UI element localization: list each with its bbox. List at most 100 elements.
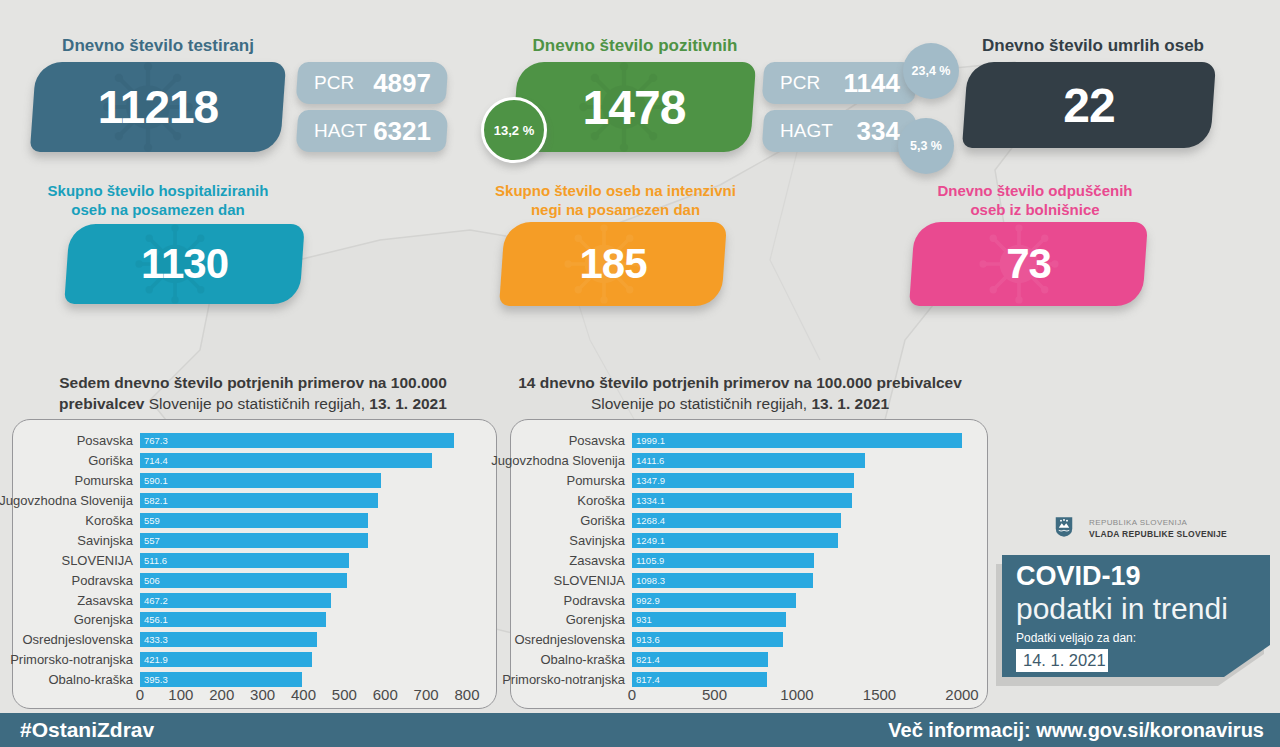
chart-bar-row: Gorenjska931 bbox=[514, 610, 974, 630]
hagt-positives-card: HAGT 334 bbox=[763, 110, 916, 152]
tests-value: 11218 bbox=[33, 62, 283, 152]
chart-bar: 559 bbox=[140, 513, 368, 528]
hagt-value: 6321 bbox=[373, 116, 447, 147]
hashtag-ostanizdrav: #OstaniZdrav bbox=[20, 718, 154, 742]
positives-title: Dnevno število pozitivnih bbox=[505, 36, 765, 56]
chart-bar-row: Gorenjska456.1 bbox=[16, 610, 476, 630]
hagt-label: HAGT bbox=[763, 120, 833, 142]
chart-axis-tick: 700 bbox=[414, 686, 439, 703]
chart-axis-tick: 800 bbox=[454, 686, 479, 703]
covid-box-subtitle: podatki in trendi bbox=[1016, 592, 1270, 626]
chart-axis-tick: 100 bbox=[168, 686, 193, 703]
chart7-axis: 0100200300400500600700800 bbox=[140, 686, 467, 704]
infographic-page: Dnevno število testiranj 11218 PCR 4897 bbox=[0, 0, 1280, 747]
hospitalized-card: 1130 bbox=[67, 224, 302, 304]
chart-category-label: Gorenjska bbox=[514, 612, 632, 627]
chart-bar-value: 582.1 bbox=[144, 493, 168, 508]
chart-bar-row: Savinjska557 bbox=[16, 530, 476, 550]
chart-bar: 590.1 bbox=[140, 473, 381, 488]
chart7-rows: Posavska767.3Goriška714.4Pomurska590.1Ju… bbox=[16, 431, 476, 690]
chart-bar-value: 817.4 bbox=[636, 672, 660, 687]
discharged-title: Dnevno število odpuščenihoseb iz bolnišn… bbox=[905, 181, 1165, 219]
chart-bar: 1999.1 bbox=[632, 433, 962, 448]
chart14-axis: 0500100015002000 bbox=[632, 686, 962, 704]
chart-bar: 714.4 bbox=[140, 453, 432, 468]
hospitalized-value: 1130 bbox=[67, 224, 302, 304]
chart-bar: 456.1 bbox=[140, 612, 326, 627]
chart-bar: 395.3 bbox=[140, 672, 302, 687]
chart-bar: 1334.1 bbox=[632, 493, 852, 508]
pcr-label: PCR bbox=[763, 72, 820, 94]
chart-bar-value: 1268.4 bbox=[636, 513, 665, 528]
hagt-pct-badge: 5,3 % bbox=[898, 118, 954, 174]
chart-bar-value: 913.6 bbox=[636, 632, 660, 647]
chart-axis-tick: 300 bbox=[250, 686, 275, 703]
chart-axis-tick: 1000 bbox=[780, 686, 813, 703]
chart-bar: 1268.4 bbox=[632, 513, 841, 528]
chart-category-label: Savinjska bbox=[16, 533, 140, 548]
chart-bar-row: Podravska506 bbox=[16, 570, 476, 590]
chart-bar: 506 bbox=[140, 573, 347, 588]
chart-category-label: Goriška bbox=[514, 513, 632, 528]
chart-bar-row: Podravska992.9 bbox=[514, 590, 974, 610]
pcr-label: PCR bbox=[297, 72, 354, 94]
chart-category-label: Podravska bbox=[16, 573, 140, 588]
chart-bar-row: Posavska767.3 bbox=[16, 431, 476, 451]
chart-category-label: Pomurska bbox=[16, 473, 140, 488]
chart-category-label: Pomurska bbox=[514, 473, 632, 488]
chart-bar-value: 1105.9 bbox=[636, 553, 664, 568]
chart-category-label: SLOVENIJA bbox=[514, 573, 632, 588]
chart-category-label: Posavska bbox=[514, 433, 632, 448]
chart-category-label: Zasavska bbox=[16, 593, 140, 608]
chart-bar: 1098.3 bbox=[632, 573, 813, 588]
chart-bar: 913.6 bbox=[632, 632, 783, 647]
chart-bar-row: Goriška714.4 bbox=[16, 451, 476, 471]
chart-bar: 821.4 bbox=[632, 652, 768, 667]
chart-bar: 817.4 bbox=[632, 672, 767, 687]
positives-card: 1478 bbox=[515, 62, 753, 152]
chart-bar-value: 421.9 bbox=[144, 652, 168, 667]
chart-bar-value: 559 bbox=[144, 513, 160, 528]
chart-bar-value: 1411.6 bbox=[636, 453, 664, 468]
discharged-card: 73 bbox=[912, 222, 1145, 306]
chart-category-label: Posavska bbox=[16, 433, 140, 448]
chart-category-label: Obalno-kraška bbox=[514, 652, 632, 667]
chart-bar-value: 1999.1 bbox=[636, 433, 665, 448]
chart-bar: 433.3 bbox=[140, 632, 317, 647]
chart-bar-row: SLOVENIJA1098.3 bbox=[514, 570, 974, 590]
chart-bar: 421.9 bbox=[140, 652, 312, 667]
chart-bar-value: 456.1 bbox=[144, 612, 168, 627]
pcr-positives-card: PCR 1144 bbox=[763, 62, 916, 104]
chart-bar-row: Koroška1334.1 bbox=[514, 491, 974, 511]
chart-bar: 557 bbox=[140, 533, 368, 548]
pcr-pct-badge: 23,4 % bbox=[903, 43, 959, 99]
chart-bar-row: SLOVENIJA511.6 bbox=[16, 550, 476, 570]
chart-bar: 511.6 bbox=[140, 553, 349, 568]
chart-axis-tick: 500 bbox=[702, 686, 727, 703]
chart-bar-value: 433.3 bbox=[144, 632, 168, 647]
chart-bar-row: Jugovzhodna Slovenija 582.1 bbox=[16, 491, 476, 511]
chart-bar-row: Posavska 1999.1 bbox=[514, 431, 974, 451]
chart-bar: 992.9 bbox=[632, 593, 796, 608]
deaths-value: 22 bbox=[965, 62, 1213, 148]
chart-bar: 1249.1 bbox=[632, 533, 838, 548]
footer-bar: #OstaniZdrav Več informacij: www.gov.si/… bbox=[0, 713, 1280, 747]
chart-axis-tick: 0 bbox=[628, 686, 636, 703]
chart-category-label: Primorsko-notranjska bbox=[514, 672, 632, 687]
chart14-title: 14 dnevno število potrjenih primerov na … bbox=[515, 372, 965, 414]
chart-axis-tick: 200 bbox=[209, 686, 234, 703]
covid-box-date-label: Podatki veljajo za dan: bbox=[1016, 631, 1270, 646]
chart14-rows: Posavska1999.1Jugovzhodna Slovenija1411.… bbox=[514, 431, 974, 690]
deaths-card: 22 bbox=[965, 62, 1213, 148]
hospitalized-title: Skupno število hospitaliziranihoseb na p… bbox=[28, 181, 288, 219]
tests-title: Dnevno število testiranj bbox=[33, 36, 283, 56]
hagt-label: HAGT bbox=[297, 120, 367, 142]
chart-bar: 582.1 bbox=[140, 493, 378, 508]
chart-category-label: Jugovzhodna Slovenija bbox=[16, 493, 140, 508]
chart-bar-value: 992.9 bbox=[636, 593, 660, 608]
covid-box: COVID-19 podatki in trendi Podatki velja… bbox=[1002, 555, 1270, 677]
gov-name-line2: VLADA REPUBLIKE SLOVENIJE bbox=[1089, 529, 1227, 539]
chart-bar-row: Osrednjeslovenska433.3 bbox=[16, 630, 476, 650]
tests-card: 11218 bbox=[33, 62, 283, 152]
chart-category-label: Savinjska bbox=[514, 533, 632, 548]
